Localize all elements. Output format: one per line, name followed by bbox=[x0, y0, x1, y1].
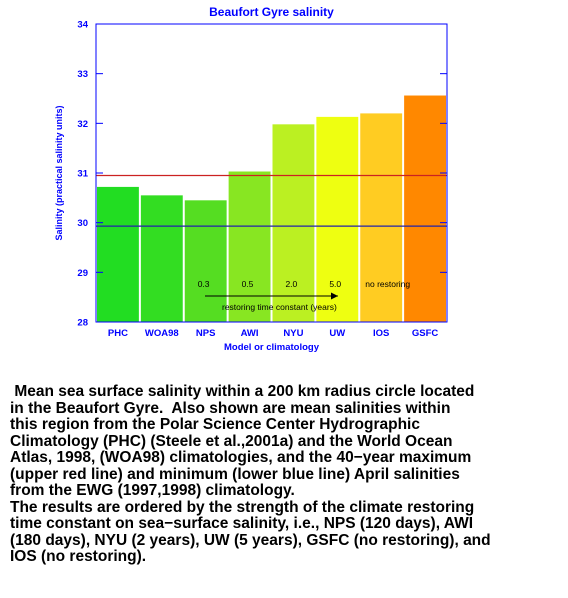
x-tick-label-awi: AWI bbox=[241, 328, 259, 339]
x-tick-label-gsfc: GSFC bbox=[412, 328, 439, 339]
bar-woa98 bbox=[140, 195, 183, 322]
chart-title: Beaufort Gyre salinity bbox=[209, 5, 334, 19]
x-tick-label-uw: UW bbox=[329, 328, 345, 339]
x-tick-label-nyu: NYU bbox=[283, 328, 303, 339]
bar-uw bbox=[316, 116, 359, 322]
y-tick-label: 34 bbox=[77, 20, 88, 31]
restoring-label-uw: 5.0 bbox=[329, 279, 341, 289]
y-tick-label: 33 bbox=[77, 69, 88, 80]
restoring-label-nps: 0.3 bbox=[198, 279, 210, 289]
restoring-label-nyu: 2.0 bbox=[285, 279, 297, 289]
y-tick-label: 28 bbox=[77, 318, 88, 329]
y-axis-label: Salinity (practical salinity units) bbox=[54, 105, 64, 240]
bar-phc bbox=[97, 186, 139, 322]
x-tick-label-ios: IOS bbox=[373, 328, 389, 339]
y-tick-label: 31 bbox=[77, 169, 88, 180]
x-tick-label-woa98: WOA98 bbox=[145, 328, 179, 339]
bar-nyu bbox=[272, 124, 315, 323]
x-tick-label-phc: PHC bbox=[108, 328, 128, 339]
restoring-label-awi: 0.5 bbox=[242, 279, 254, 289]
x-axis-label: Model or climatology bbox=[224, 342, 320, 353]
y-tick-label: 30 bbox=[77, 218, 88, 229]
caption-paragraph-2: The results are ordered by the strength … bbox=[10, 498, 491, 565]
y-tick-label: 29 bbox=[77, 268, 88, 279]
bar-awi bbox=[228, 171, 271, 322]
restoring-arrow-head bbox=[331, 292, 338, 300]
y-tick-label: 32 bbox=[77, 119, 88, 130]
figure-caption: Mean sea surface salinity within a 200 k… bbox=[10, 383, 562, 566]
restoring-arrow-label: restoring time constant (years) bbox=[222, 302, 337, 312]
x-tick-label-nps: NPS bbox=[196, 328, 216, 339]
bar-ios bbox=[360, 113, 403, 323]
bar-gsfc bbox=[404, 95, 446, 323]
caption-paragraph-1: Mean sea surface salinity within a 200 k… bbox=[10, 383, 475, 499]
bar-nps bbox=[184, 200, 227, 322]
restoring-label-ios: no restoring bbox=[365, 279, 410, 289]
salinity-bar-chart: 28 29 30 31 32 33 34 PHC WOA98 NPS AWI NYU UW IOS GSFC… bbox=[54, 5, 448, 353]
